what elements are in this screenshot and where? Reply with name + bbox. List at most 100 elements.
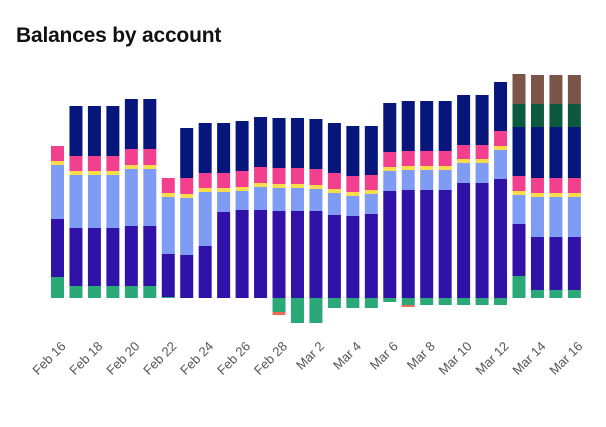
- bar-segment-feb-18-series-1[interactable]: [87, 228, 101, 286]
- bar-segment-mar-8-series-1[interactable]: [420, 190, 434, 298]
- bar-segment-feb-20-series-0[interactable]: [124, 286, 138, 298]
- bar-segment-mar-11-series-2[interactable]: [475, 163, 489, 183]
- bar-segment-feb-26-series-3[interactable]: [235, 187, 249, 191]
- bar-segment-feb-19-series-1[interactable]: [106, 228, 120, 286]
- bar-segment-mar-4-series-5[interactable]: [346, 126, 360, 176]
- bar-segment-feb-23-series-2[interactable]: [180, 198, 194, 255]
- bar-segment-mar-6-series-5[interactable]: [383, 103, 397, 152]
- bar-segment-feb-27-series-1[interactable]: [254, 210, 268, 298]
- bar-segment-mar-14-series-7[interactable]: [530, 75, 544, 104]
- bar-segment-feb-17-series-0[interactable]: [69, 286, 83, 298]
- bar-segment-feb-25-series-5[interactable]: [217, 123, 231, 173]
- bar-segment-mar-7-series-8[interactable]: [401, 305, 415, 307]
- bar-segment-feb-16-series-2[interactable]: [51, 165, 64, 219]
- bar-segment-feb-19-series-3[interactable]: [106, 171, 120, 175]
- bar-segment-mar-14-series-4[interactable]: [530, 178, 544, 193]
- bar-segment-mar-15-series-4[interactable]: [549, 178, 563, 193]
- bar-segment-mar-15-series-7[interactable]: [549, 75, 563, 104]
- bar-segment-mar-9-series-4[interactable]: [438, 151, 452, 166]
- bar-segment-feb-19-series-2[interactable]: [106, 175, 120, 228]
- bar-segment-mar-1-series-2[interactable]: [290, 188, 304, 211]
- bar-segment-feb-23-series-3[interactable]: [180, 194, 194, 198]
- bar-segment-mar-3-series-4[interactable]: [327, 173, 341, 189]
- bar-segment-feb-21-series-0[interactable]: [143, 286, 157, 298]
- bar-segment-mar-9-series-0[interactable]: [438, 298, 452, 305]
- bar-segment-mar-14-series-5[interactable]: [530, 127, 544, 178]
- bar-segment-mar-2-series-3[interactable]: [309, 185, 323, 189]
- bar-segment-feb-16-series-4[interactable]: [51, 146, 64, 161]
- bar-segment-mar-6-series-2[interactable]: [383, 171, 397, 191]
- bar-segment-feb-18-series-4[interactable]: [87, 156, 101, 171]
- bar-segment-mar-4-series-1[interactable]: [346, 216, 360, 298]
- bar-segment-mar-1-series-5[interactable]: [290, 118, 304, 168]
- bar-segment-feb-23-series-1[interactable]: [180, 255, 194, 298]
- bar-segment-mar-16-series-2[interactable]: [567, 197, 581, 237]
- bar-segment-feb-20-series-2[interactable]: [124, 169, 138, 226]
- bar-segment-feb-20-series-1[interactable]: [124, 226, 138, 286]
- bar-segment-feb-16-series-1[interactable]: [51, 219, 64, 277]
- bar-segment-feb-17-series-2[interactable]: [69, 175, 83, 228]
- bar-segment-mar-16-series-5[interactable]: [567, 127, 581, 178]
- bar-segment-feb-26-series-2[interactable]: [235, 191, 249, 210]
- bar-segment-feb-19-series-0[interactable]: [106, 286, 120, 298]
- bar-segment-mar-6-series-0[interactable]: [383, 298, 397, 302]
- bar-segment-mar-7-series-1[interactable]: [401, 190, 415, 298]
- bar-segment-feb-28-series-2[interactable]: [272, 188, 286, 211]
- bar-segment-mar-11-series-0[interactable]: [475, 298, 489, 305]
- bar-segment-feb-21-series-5[interactable]: [143, 99, 157, 149]
- bar-segment-mar-4-series-3[interactable]: [346, 192, 360, 196]
- bar-segment-feb-26-series-4[interactable]: [235, 171, 249, 187]
- bar-segment-mar-8-series-5[interactable]: [420, 101, 434, 151]
- bar-segment-mar-13-series-4[interactable]: [512, 176, 526, 191]
- bar-segment-mar-1-series-0[interactable]: [290, 298, 304, 323]
- bar-segment-mar-7-series-3[interactable]: [401, 166, 415, 170]
- bar-segment-mar-16-series-7[interactable]: [567, 75, 581, 104]
- bar-segment-mar-15-series-3[interactable]: [549, 193, 563, 197]
- bar-segment-feb-24-series-2[interactable]: [198, 192, 212, 246]
- bar-segment-feb-22-series-3[interactable]: [161, 193, 175, 197]
- bar-segment-mar-9-series-3[interactable]: [438, 166, 452, 170]
- bar-segment-mar-5-series-5[interactable]: [364, 126, 378, 175]
- bar-segment-mar-5-series-1[interactable]: [364, 214, 378, 298]
- bar-segment-mar-16-series-4[interactable]: [567, 178, 581, 193]
- bar-segment-mar-3-series-2[interactable]: [327, 193, 341, 215]
- bar-segment-mar-14-series-6[interactable]: [530, 104, 544, 127]
- bar-segment-feb-28-series-1[interactable]: [272, 211, 286, 298]
- bar-segment-feb-20-series-4[interactable]: [124, 149, 138, 165]
- bar-segment-mar-12-series-5[interactable]: [494, 82, 508, 131]
- bar-segment-mar-2-series-5[interactable]: [309, 119, 323, 169]
- bar-segment-mar-5-series-2[interactable]: [364, 194, 378, 214]
- bar-segment-mar-3-series-1[interactable]: [327, 215, 341, 298]
- bar-segment-mar-8-series-0[interactable]: [420, 298, 434, 305]
- bar-segment-mar-14-series-0[interactable]: [530, 290, 544, 298]
- bar-segment-mar-6-series-3[interactable]: [383, 167, 397, 171]
- bar-segment-feb-23-series-4[interactable]: [180, 178, 194, 194]
- bar-segment-mar-7-series-5[interactable]: [401, 101, 415, 151]
- bar-segment-mar-3-series-5[interactable]: [327, 123, 341, 173]
- bar-segment-mar-10-series-4[interactable]: [457, 145, 471, 159]
- bar-segment-mar-13-series-6[interactable]: [512, 104, 526, 127]
- bar-segment-feb-24-series-4[interactable]: [198, 173, 212, 188]
- bar-segment-feb-20-series-3[interactable]: [124, 165, 138, 169]
- bar-segment-mar-12-series-3[interactable]: [494, 146, 508, 150]
- bar-segment-feb-22-series-4[interactable]: [161, 178, 175, 193]
- bar-segment-mar-12-series-2[interactable]: [494, 150, 508, 179]
- bar-segment-mar-2-series-0[interactable]: [309, 298, 323, 323]
- bar-segment-feb-18-series-3[interactable]: [87, 171, 101, 175]
- bar-segment-feb-26-series-1[interactable]: [235, 210, 249, 298]
- bar-segment-mar-6-series-4[interactable]: [383, 152, 397, 167]
- bar-segment-feb-21-series-2[interactable]: [143, 169, 157, 226]
- bar-segment-mar-13-series-0[interactable]: [512, 276, 526, 298]
- bar-segment-mar-7-series-2[interactable]: [401, 170, 415, 190]
- bar-segment-feb-27-series-3[interactable]: [254, 183, 268, 187]
- bar-segment-mar-16-series-6[interactable]: [567, 104, 581, 127]
- bar-segment-mar-12-series-0[interactable]: [494, 298, 508, 305]
- bar-segment-mar-4-series-4[interactable]: [346, 176, 360, 192]
- bar-segment-mar-11-series-5[interactable]: [475, 95, 489, 145]
- bar-segment-feb-17-series-5[interactable]: [69, 106, 83, 156]
- bar-segment-mar-15-series-2[interactable]: [549, 197, 563, 237]
- bar-segment-mar-2-series-4[interactable]: [309, 169, 323, 185]
- bar-segment-feb-21-series-1[interactable]: [143, 226, 157, 286]
- bar-segment-feb-18-series-0[interactable]: [87, 286, 101, 298]
- bar-segment-feb-24-series-1[interactable]: [198, 246, 212, 298]
